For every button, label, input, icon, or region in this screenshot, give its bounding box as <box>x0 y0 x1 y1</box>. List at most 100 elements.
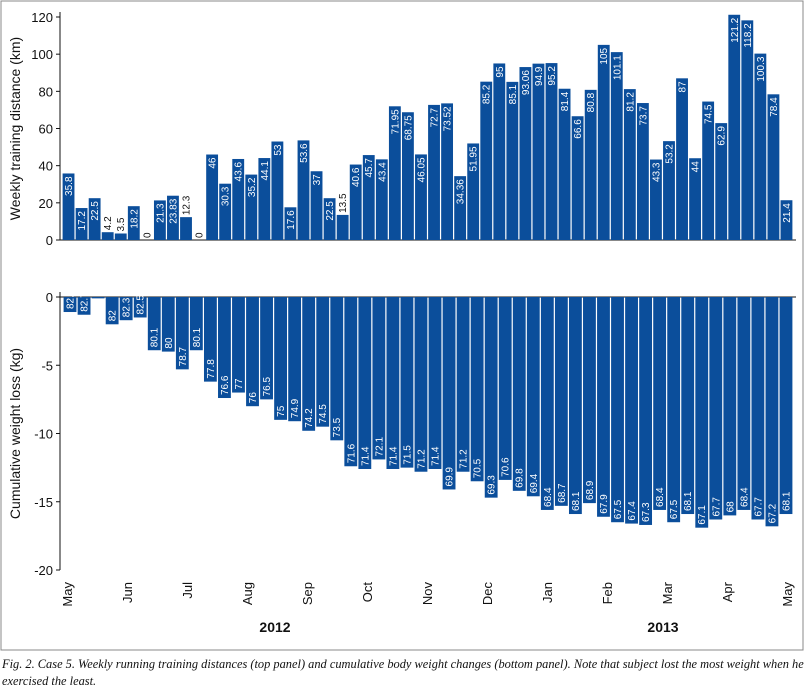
bar <box>709 297 723 520</box>
data-label: 68.7 <box>557 483 568 503</box>
data-label: 30.3 <box>221 186 232 206</box>
data-label: 70.5 <box>473 458 484 478</box>
data-label: 74.5 <box>704 104 715 124</box>
bar <box>274 297 288 420</box>
bar <box>362 155 375 240</box>
data-label: 71.4 <box>360 446 371 466</box>
data-label: 87 <box>678 81 689 93</box>
bar <box>203 297 217 382</box>
data-label: 22.5 <box>90 201 101 221</box>
bar <box>401 112 414 240</box>
y-tick-label: 100 <box>31 47 53 62</box>
data-label: 68.1 <box>571 491 582 511</box>
bar <box>779 297 793 515</box>
data-label: 71.2 <box>459 449 470 469</box>
bar <box>316 297 330 427</box>
bar <box>532 63 545 240</box>
data-label: 80.1 <box>192 327 203 347</box>
data-label: 82 <box>108 310 119 322</box>
caption: Fig. 2. Case 5. Weekly running training … <box>2 657 804 688</box>
bar <box>568 297 582 515</box>
bar <box>754 53 767 241</box>
data-label: 105 <box>599 47 610 64</box>
bar <box>105 297 119 325</box>
x-tick-label: Apr <box>720 581 735 602</box>
data-label: 12.3 <box>182 195 193 215</box>
data-label: 74.5 <box>318 404 329 424</box>
bar <box>336 214 349 240</box>
bar <box>133 297 147 318</box>
x-tick-label: Jul <box>180 582 195 599</box>
bar <box>454 176 467 240</box>
data-label: 71.4 <box>388 446 399 466</box>
data-label: 13.5 <box>338 193 349 213</box>
y-tick-label: 40 <box>39 159 53 174</box>
bar <box>180 217 192 240</box>
bar <box>480 81 493 240</box>
bar <box>161 297 175 352</box>
data-label: 67.4 <box>627 501 638 521</box>
data-label: 69.9 <box>445 467 456 487</box>
data-label: 71.6 <box>346 443 357 463</box>
data-label: 66.6 <box>573 119 584 139</box>
data-label: 17.6 <box>286 210 297 230</box>
bar <box>597 297 610 517</box>
data-label: 71.95 <box>390 109 401 134</box>
bar <box>663 141 675 240</box>
data-label: 72.1 <box>374 437 385 457</box>
data-label: 76.5 <box>262 376 273 396</box>
data-label: 67.3 <box>641 502 652 522</box>
x-tick-label: Oct <box>360 582 375 603</box>
bar <box>260 297 273 400</box>
bar <box>723 297 737 516</box>
bar <box>75 208 88 240</box>
figure: 0 20 40 60 80 100 120 Weekly training distance … <box>0 0 804 651</box>
data-label: 35.8 <box>64 176 75 196</box>
data-label: 95.2 <box>547 66 558 86</box>
bar <box>540 297 554 510</box>
bar <box>77 297 91 315</box>
x-tick-label: May <box>60 582 75 607</box>
x-tick-label: Aug <box>240 582 255 605</box>
bar <box>284 207 297 240</box>
y-tick-label: 80 <box>39 84 53 99</box>
bar <box>388 106 401 241</box>
y-tick-label: 120 <box>31 10 53 25</box>
data-label: 93.06 <box>521 70 532 95</box>
bar <box>512 297 526 491</box>
data-label: 21.4 <box>782 203 793 223</box>
data-label: 68.1 <box>683 491 694 511</box>
bar <box>323 198 336 240</box>
bar <box>583 297 596 504</box>
bar <box>611 297 624 523</box>
bar <box>526 297 540 497</box>
bar <box>153 200 166 240</box>
x-tick-label: May <box>780 582 795 607</box>
bar <box>442 297 456 490</box>
bar <box>584 89 597 240</box>
bar <box>493 63 506 241</box>
bar <box>780 200 793 240</box>
data-label: 74.9 <box>290 398 301 418</box>
bar <box>302 297 316 431</box>
bar <box>767 94 780 240</box>
data-label: 69.3 <box>487 475 498 495</box>
bar <box>271 141 284 240</box>
data-label: 82.9 <box>66 289 77 309</box>
data-label: 71.4 <box>431 446 442 466</box>
data-label: 18.2 <box>129 209 140 229</box>
data-label: 67.7 <box>711 497 722 517</box>
year-label: 2013 <box>647 619 678 635</box>
data-label: 23.83 <box>168 198 179 223</box>
bar <box>415 154 427 240</box>
y-axis-title: Weekly training distance (km) <box>7 37 23 220</box>
y-tick-label: -15 <box>34 495 53 510</box>
data-label: 95 <box>495 66 506 78</box>
data-label: 68.1 <box>781 491 792 511</box>
bar <box>765 297 779 527</box>
x-tick-label: Feb <box>600 582 615 604</box>
bar <box>737 297 751 510</box>
bar <box>597 44 610 240</box>
data-label: 69.8 <box>515 468 526 488</box>
